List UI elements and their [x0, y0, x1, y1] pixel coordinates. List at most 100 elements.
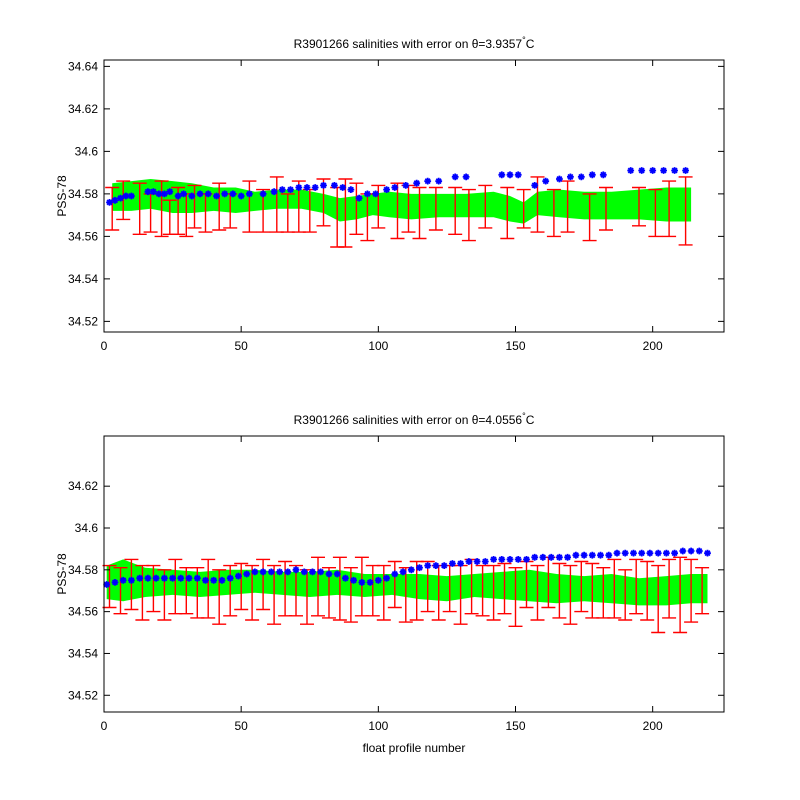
- data-point: [144, 188, 152, 196]
- data-point: [333, 570, 341, 578]
- errorbar: [267, 564, 282, 625]
- data-point: [531, 182, 539, 189]
- y-tick-label: 34.6: [75, 144, 99, 158]
- data-point: [457, 560, 464, 567]
- data-point: [372, 190, 379, 198]
- data-point: [276, 568, 283, 576]
- marker-group: [106, 167, 689, 206]
- errorbar: [105, 186, 120, 231]
- data-point: [267, 568, 275, 576]
- x-tick-label: 100: [368, 719, 388, 733]
- errorbar: [563, 564, 578, 625]
- bottom-panel-ylabel: PSS-78: [55, 553, 69, 595]
- errorbar: [428, 186, 443, 231]
- data-point: [424, 177, 432, 185]
- data-point: [355, 194, 363, 202]
- data-point: [161, 190, 168, 198]
- errorbar: [632, 186, 646, 227]
- data-point: [599, 171, 607, 179]
- data-point: [246, 190, 253, 198]
- data-point: [399, 568, 407, 576]
- data-point: [106, 199, 113, 206]
- errorbar: [223, 564, 238, 617]
- data-point: [490, 556, 497, 563]
- data-point: [303, 184, 311, 191]
- data-point: [295, 184, 303, 191]
- data-point: [188, 192, 196, 200]
- errorbar: [132, 182, 147, 235]
- data-point: [210, 576, 218, 584]
- data-point: [638, 167, 646, 174]
- bottom-panel-xlabel: float profile number: [363, 741, 466, 755]
- errorbar: [187, 184, 202, 229]
- data-point: [407, 566, 415, 574]
- y-tick-label: 34.52: [68, 688, 98, 702]
- data-point: [654, 549, 662, 557]
- errorbar: [662, 180, 677, 238]
- data-point: [235, 572, 242, 580]
- errorbar: [582, 193, 597, 242]
- data-point: [638, 549, 646, 557]
- y-tick-label: 34.52: [68, 314, 98, 328]
- errorbar: [648, 188, 663, 238]
- data-point: [391, 570, 399, 578]
- errorbar: [102, 564, 117, 609]
- data-point: [514, 556, 522, 563]
- data-point: [122, 192, 130, 200]
- data-point: [498, 556, 506, 563]
- data-point: [671, 549, 678, 557]
- y-tick-label: 34.54: [68, 272, 98, 286]
- data-point: [413, 179, 421, 187]
- errorbar: [500, 186, 515, 240]
- data-point: [577, 173, 585, 181]
- data-point: [580, 551, 588, 559]
- errorbar: [629, 558, 644, 615]
- data-point: [270, 188, 278, 196]
- errorbar: [332, 556, 347, 621]
- data-point: [451, 173, 459, 181]
- data-point: [542, 177, 550, 185]
- errorbar: [343, 567, 358, 623]
- bottom-panel-title: R3901266 salinities with error on θ=4.05…: [294, 411, 535, 427]
- errorbar: [256, 558, 271, 611]
- errorbar: [448, 186, 463, 235]
- data-point: [259, 568, 267, 576]
- y-tick-label: 34.58: [68, 563, 98, 577]
- data-point: [556, 553, 563, 561]
- marker-group: [103, 547, 711, 588]
- data-point: [660, 167, 667, 174]
- data-point: [150, 188, 157, 196]
- data-point: [144, 574, 152, 582]
- data-point: [383, 186, 390, 193]
- top-panel-ylabel: PSS-78: [55, 175, 69, 217]
- errorbar: [390, 182, 405, 240]
- data-point: [704, 549, 711, 557]
- data-point: [103, 581, 111, 588]
- data-point: [432, 562, 440, 569]
- data-point: [174, 192, 182, 200]
- data-point: [166, 188, 174, 196]
- data-point: [111, 579, 119, 586]
- data-point: [424, 562, 432, 569]
- data-point: [383, 574, 390, 582]
- data-point: [169, 574, 176, 582]
- data-point: [627, 167, 635, 174]
- data-point: [218, 576, 226, 584]
- data-point: [117, 194, 124, 202]
- errorbar: [530, 564, 545, 621]
- x-tick-label: 100: [368, 339, 388, 353]
- data-point: [364, 190, 371, 198]
- errorbar: [546, 188, 561, 238]
- errorbar: [387, 560, 402, 609]
- axes-frame: [103, 59, 725, 333]
- errorbar: [289, 564, 303, 617]
- data-point: [440, 562, 448, 569]
- data-point: [588, 551, 596, 559]
- errorbar: [461, 188, 476, 242]
- data-point: [155, 190, 163, 198]
- data-point: [547, 553, 555, 561]
- errorbar: [245, 564, 260, 621]
- data-point: [435, 177, 443, 185]
- errorbar: [212, 182, 227, 231]
- data-point: [152, 574, 160, 582]
